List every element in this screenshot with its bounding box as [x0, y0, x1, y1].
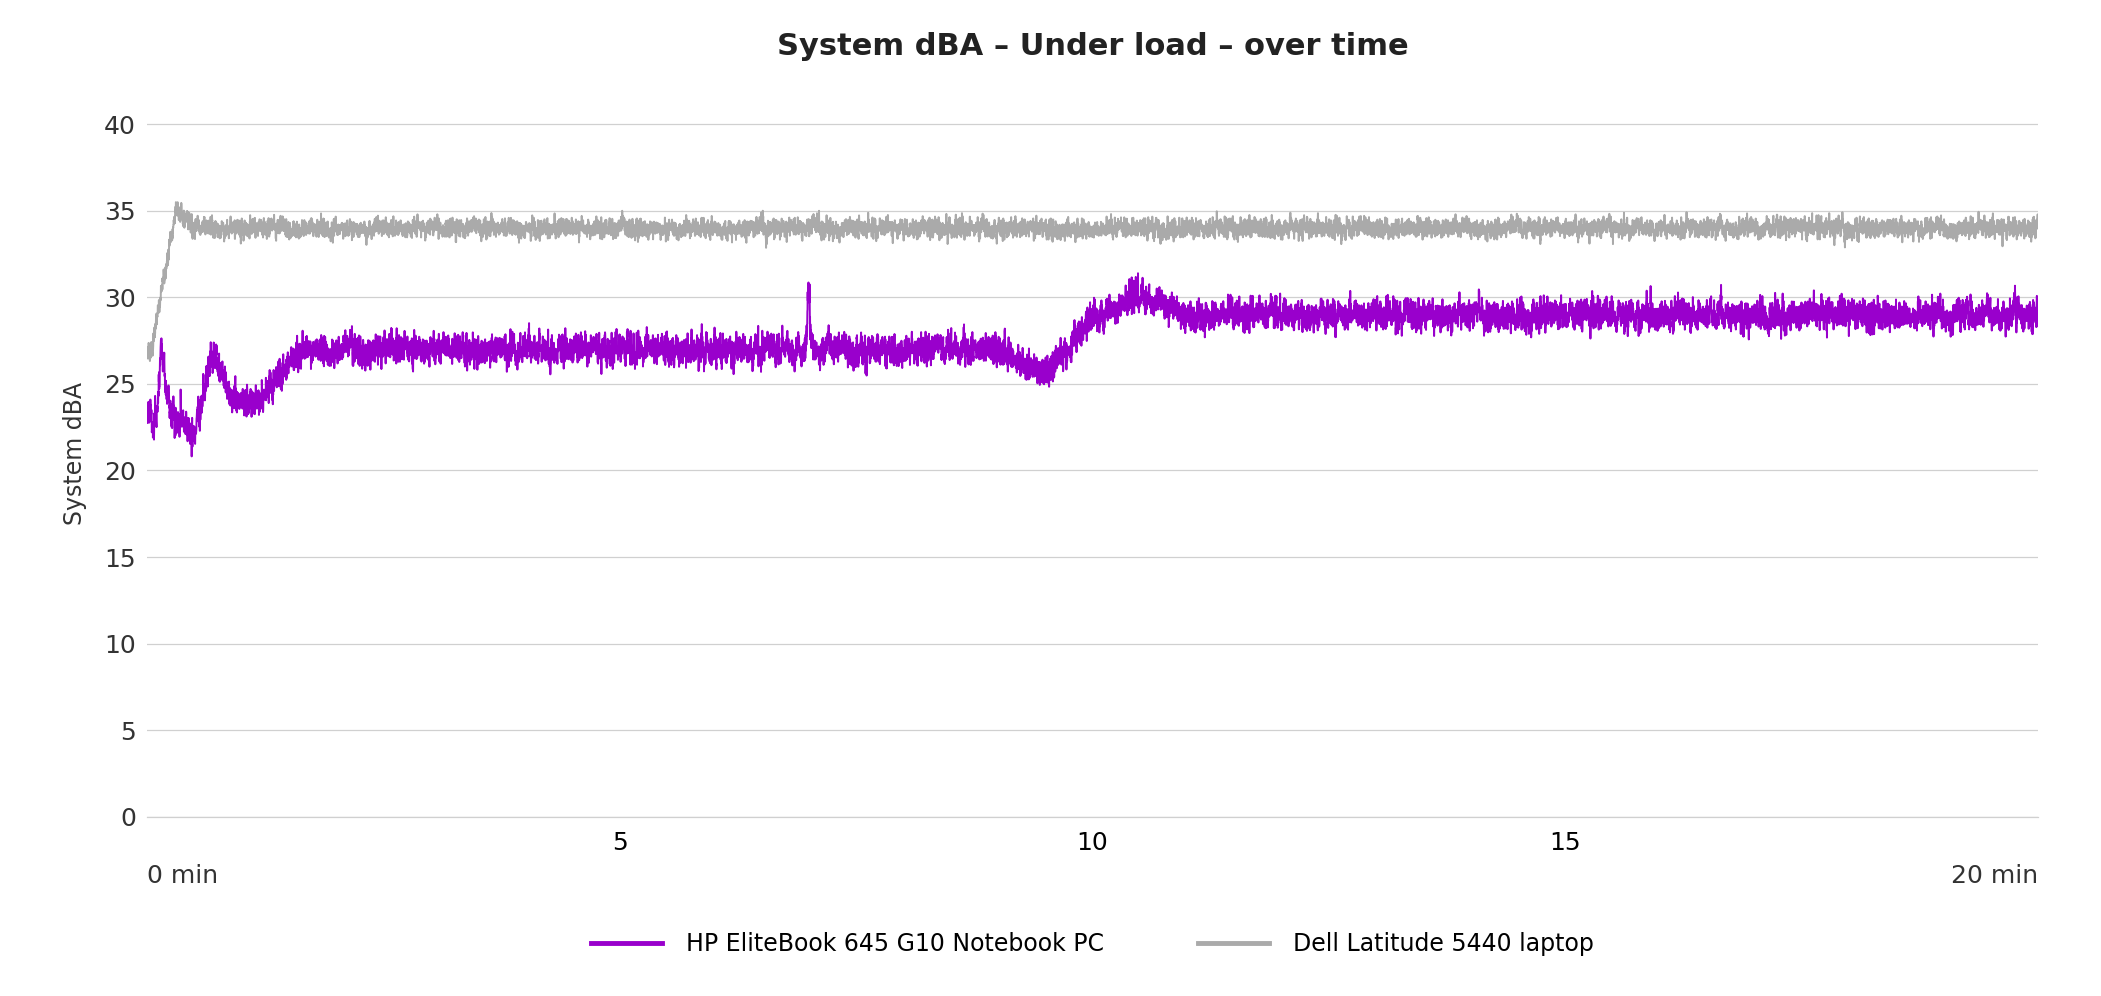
HP EliteBook 645 G10 Notebook PC: [2025, 316, 2051, 328]
HP EliteBook 645 G10 Notebook PC: [1126, 267, 1151, 279]
Dell Latitude 5440 laptop: [2025, 221, 2051, 233]
Line: Dell Latitude 5440 laptop: Dell Latitude 5440 laptop: [147, 202, 2038, 361]
HP EliteBook 645 G10 Notebook PC: [624, 349, 649, 361]
Dell Latitude 5440 laptop: [1130, 221, 1156, 233]
HP EliteBook 645 G10 Notebook PC: [1103, 318, 1128, 330]
Title: System dBA – Under load – over time: System dBA – Under load – over time: [777, 32, 1408, 61]
Dell Latitude 5440 laptop: [624, 217, 649, 229]
Legend: HP EliteBook 645 G10 Notebook PC, Dell Latitude 5440 laptop: HP EliteBook 645 G10 Notebook PC, Dell L…: [582, 923, 1603, 966]
HP EliteBook 645 G10 Notebook PC: [1284, 311, 1309, 323]
Dell Latitude 5440 laptop: [134, 341, 160, 353]
Dell Latitude 5440 laptop: [416, 220, 441, 232]
Dell Latitude 5440 laptop: [233, 219, 258, 231]
HP EliteBook 645 G10 Notebook PC: [179, 450, 204, 462]
Text: 0 min: 0 min: [147, 864, 219, 888]
Text: 20 min: 20 min: [1952, 864, 2038, 888]
HP EliteBook 645 G10 Notebook PC: [233, 398, 258, 410]
Dell Latitude 5440 laptop: [1103, 216, 1128, 228]
Dell Latitude 5440 laptop: [1284, 223, 1309, 235]
Y-axis label: System dBA: System dBA: [63, 381, 88, 525]
HP EliteBook 645 G10 Notebook PC: [1130, 286, 1156, 298]
HP EliteBook 645 G10 Notebook PC: [134, 406, 160, 418]
Line: HP EliteBook 645 G10 Notebook PC: HP EliteBook 645 G10 Notebook PC: [147, 273, 2038, 456]
HP EliteBook 645 G10 Notebook PC: [416, 352, 441, 364]
Dell Latitude 5440 laptop: [164, 196, 189, 208]
Dell Latitude 5440 laptop: [137, 355, 162, 367]
